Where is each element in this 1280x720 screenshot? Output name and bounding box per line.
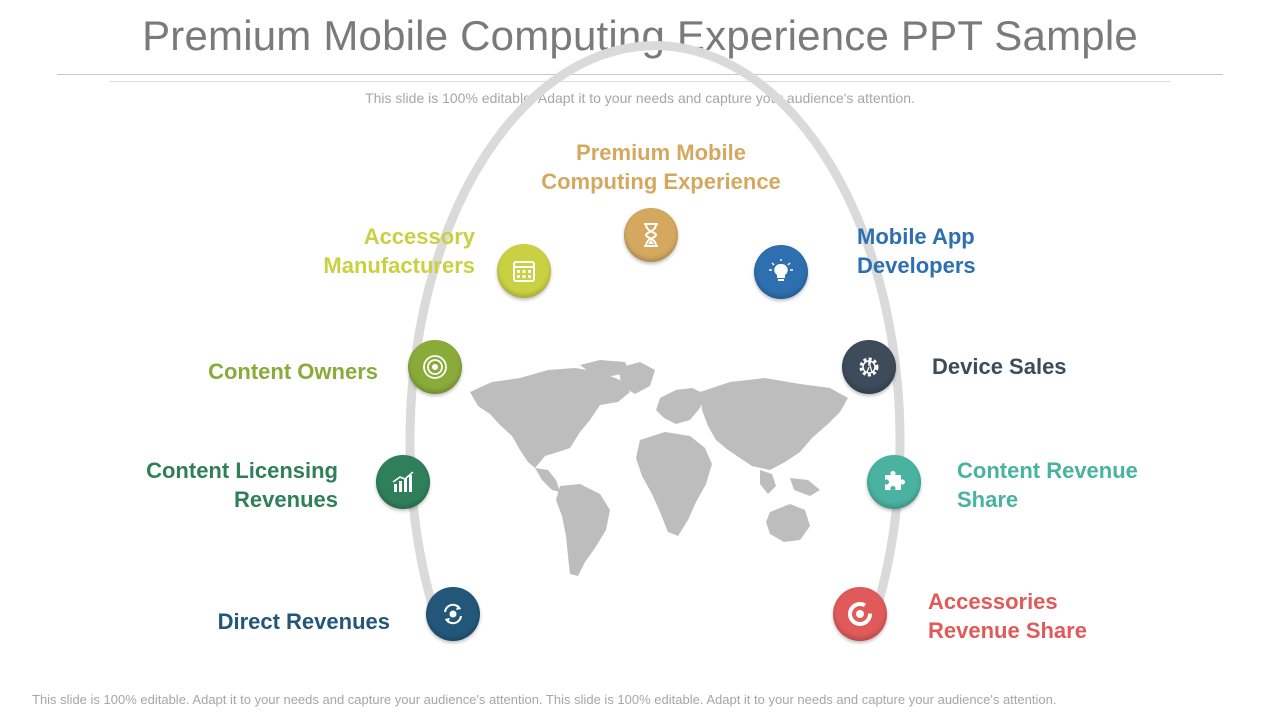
label-accessory-manufacturers-line2: Manufacturers — [323, 253, 475, 278]
label-content-licensing-line1: Content Licensing — [146, 458, 338, 483]
label-content-revenue-share-line1: Content Revenue — [957, 458, 1138, 483]
node-mobile-app-developers — [751, 242, 811, 302]
world-map — [470, 360, 848, 576]
label-direct-revenues-line1: Direct Revenues — [217, 609, 390, 634]
title-divider-secondary — [110, 81, 1170, 82]
node-accessory-manufacturers — [494, 241, 554, 301]
label-accessory-manufacturers: Accessory Manufacturers — [255, 222, 475, 280]
ring-arc — [405, 41, 905, 635]
target-icon — [423, 355, 447, 379]
label-content-owners-line1: Content Owners — [208, 359, 378, 384]
label-accessories-revenue-share-line2: Revenue Share — [928, 618, 1087, 643]
node-device-sales — [839, 337, 899, 397]
label-content-owners: Content Owners — [140, 357, 378, 386]
label-mobile-app-developers: Mobile App Developers — [857, 222, 1097, 280]
node-direct-revenues — [423, 584, 483, 644]
label-accessories-revenue-share: Accessories Revenue Share — [928, 587, 1168, 645]
label-content-licensing: Content Licensing Revenues — [80, 456, 338, 514]
footer-note: This slide is 100% editable. Adapt it to… — [32, 692, 1057, 707]
label-direct-revenues: Direct Revenues — [150, 607, 390, 636]
label-mobile-app-developers-line1: Mobile App — [857, 224, 975, 249]
node-accessories-revenue-share — [830, 584, 890, 644]
puzzle-icon — [885, 471, 905, 490]
node-content-licensing-circle — [376, 455, 430, 509]
label-device-sales-line1: Device Sales — [932, 354, 1067, 379]
lightbulb-icon — [769, 259, 793, 281]
calendar-icon — [513, 261, 535, 282]
node-content-owners — [405, 337, 465, 397]
page-title: Premium Mobile Computing Experience PPT … — [142, 12, 1138, 59]
gear-person-icon — [859, 357, 879, 377]
label-accessory-manufacturers-line1: Accessory — [363, 224, 475, 249]
label-content-revenue-share: Content Revenue Share — [957, 456, 1197, 514]
label-premium-mobile: Premium Mobile Computing Experience — [500, 138, 822, 196]
label-device-sales: Device Sales — [932, 352, 1152, 381]
title-divider — [57, 74, 1223, 75]
label-content-revenue-share-line2: Share — [957, 487, 1019, 512]
refresh-gear-icon — [444, 603, 462, 625]
label-mobile-app-developers-line2: Developers — [857, 253, 976, 278]
label-accessories-revenue-share-line1: Accessories — [928, 589, 1058, 614]
donut-icon — [848, 602, 872, 626]
node-content-licensing — [373, 452, 433, 512]
label-premium-mobile-line2: Computing Experience — [541, 169, 781, 194]
label-content-licensing-line2: Revenues — [234, 487, 338, 512]
label-premium-mobile-line1: Premium Mobile — [576, 140, 746, 165]
hourglass-icon — [644, 223, 658, 247]
node-content-revenue-share — [864, 452, 924, 512]
node-premium-mobile-circle — [624, 208, 678, 262]
bar-chart-icon — [392, 471, 414, 492]
node-premium-mobile — [621, 205, 681, 265]
